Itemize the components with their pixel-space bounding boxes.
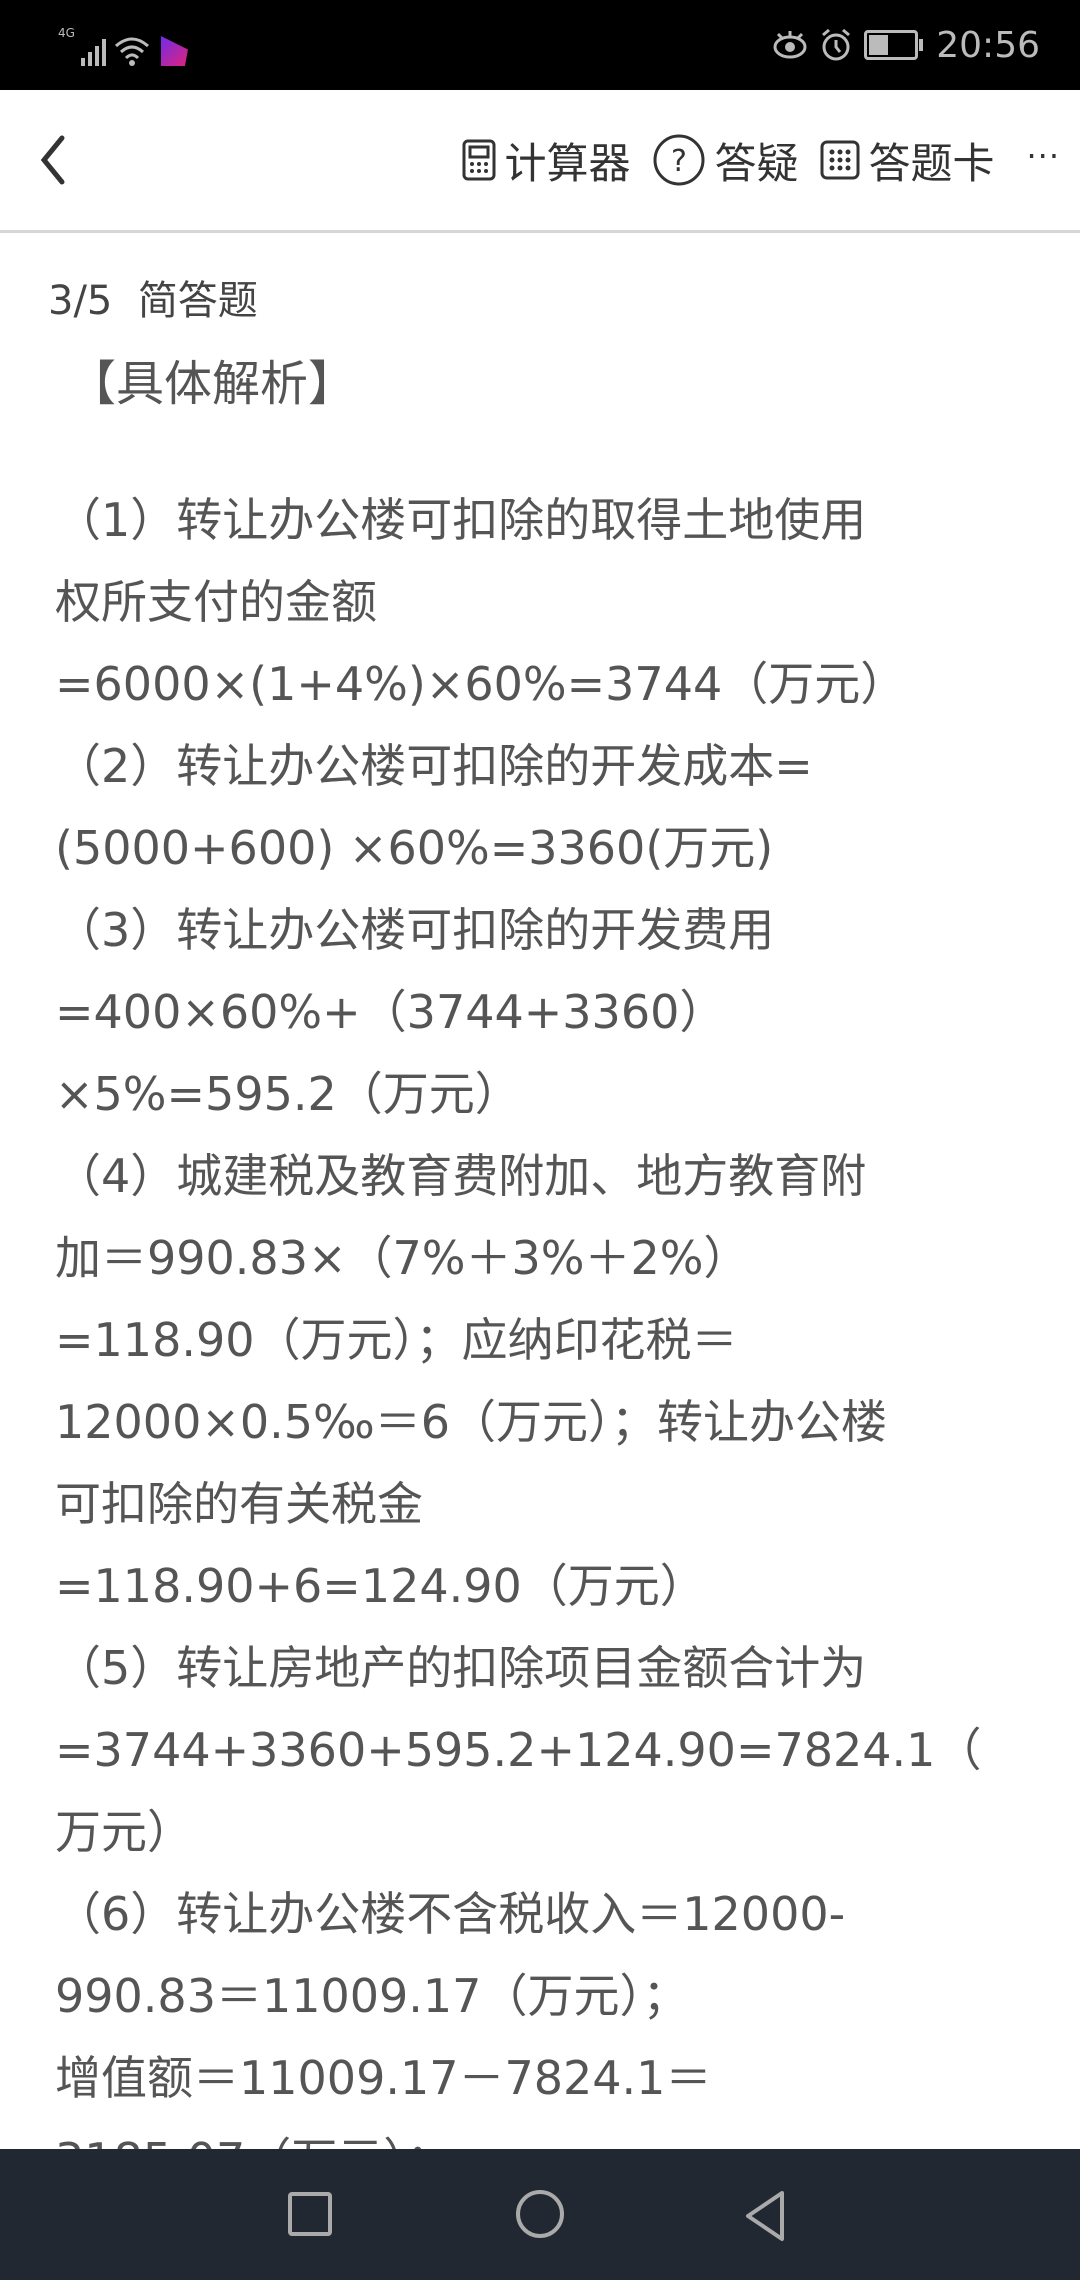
grid-icon [820,140,860,180]
status-bar: 4G 20:56 [0,0,1080,90]
calculator-icon [462,139,496,181]
content-line: （4）城建税及教育费附加、地方教育附 [55,1149,867,1203]
content-line: （3）转让办公楼可扣除的开发费用 [55,903,775,957]
top-toolbar: 计算器 ? 答疑 答题卡 ··· [0,90,1080,233]
content-line: 权所支付的金额 [55,575,377,629]
question-header: 3/5 简答题 [48,268,258,326]
content-line: =118.90（万元）；应纳印花税＝ [55,1313,738,1367]
content-line: （6）转让办公楼不含税收入＝12000- [55,1887,846,1941]
calculator-button[interactable]: 计算器 [462,130,630,191]
content-line: =6000×(1+4%)×60%=3744（万元） [55,657,907,711]
content-line: （5）转让房地产的扣除项目金额合计为 [55,1641,867,1695]
system-navigation-bar [0,2149,1080,2280]
content-line: (5000+600) ×60%=3360(万元) [55,821,774,875]
content-line: 加＝990.83×（7%＋3%＋2%） [55,1231,750,1285]
battery-icon [864,30,924,60]
back-nav-button[interactable] [742,2189,788,2243]
content-line: =400×60%+（3744+3360） [55,985,726,1039]
help-label: 答疑 [714,138,799,188]
app-notification-icon [160,36,188,66]
content-line: =3744+3360+595.2+124.90=7824.1（ [55,1723,982,1777]
question-circle-icon: ? [653,134,705,186]
analysis-heading: 【具体解析】 [68,356,357,412]
content-line: 万元） [55,1805,193,1859]
signal-icon [80,39,106,66]
content-line: 12000×0.5‰＝6（万元）；转让办公楼 [55,1395,888,1449]
analysis-content: （1）转让办公楼可扣除的取得土地使用 权所支付的金额 =6000×(1+4%)×… [55,479,1055,2201]
content-line: 990.83＝11009.17（万元）； [55,1969,689,2023]
content-line: =118.90+6=124.90（万元） [55,1559,706,1613]
eye-comfort-icon [773,31,807,59]
clock: 20:56 [936,24,1040,66]
calculator-label: 计算器 [504,138,631,188]
recent-apps-button[interactable] [287,2189,333,2239]
svg-text:?: ? [671,144,687,179]
content-line: （2）转让办公楼可扣除的开发成本= [55,739,813,793]
more-options-button[interactable]: ··· [1026,137,1060,175]
content-line: 可扣除的有关税金 [55,1477,423,1531]
content-line: 增值额＝11009.17－7824.1＝ [55,2051,712,2105]
question-progress: 3/5 [48,278,113,324]
answer-card-label: 答题卡 [868,138,995,188]
network-type: 4G [58,26,75,40]
content-line: （1）转让办公楼可扣除的取得土地使用 [55,493,867,547]
alarm-icon [822,28,851,61]
help-button[interactable]: ? 答疑 [652,130,798,191]
back-button[interactable] [30,130,80,190]
home-button[interactable] [513,2189,567,2243]
wifi-icon [114,37,149,66]
answer-card-button[interactable]: 答题卡 [820,130,994,191]
content-line: ×5%=595.2（万元） [55,1067,521,1121]
question-type: 简答题 [137,278,258,324]
